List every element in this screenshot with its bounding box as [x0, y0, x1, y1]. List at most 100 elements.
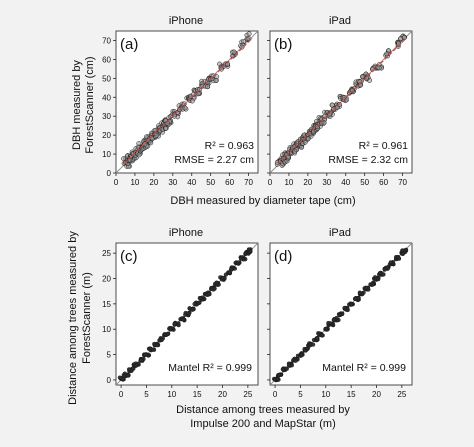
panel-d-data-point — [345, 307, 350, 313]
top-ylabel-line1: DBH measured by — [71, 60, 83, 150]
bottom-ylabel-line2: ForestScanner (m) — [81, 272, 93, 364]
panel-d-xtick-label: 5 — [298, 390, 303, 399]
panel-d-xtick-label: 25 — [397, 390, 406, 399]
panel-a-data-point — [231, 49, 237, 55]
panel-c-data-point — [176, 321, 181, 326]
panel-c-xtick-label: 15 — [193, 390, 202, 399]
panel-c-data-point — [180, 317, 186, 322]
panel-b-data-point — [364, 75, 370, 81]
panel-c-data-point — [125, 373, 131, 378]
panel-c-data-point — [207, 292, 212, 297]
panel-c-data-point — [159, 337, 164, 343]
panel-c-data-point — [154, 342, 160, 348]
top-ylabel-line2: ForestScanner (cm) — [84, 56, 96, 153]
panel-c-xtick-label: 25 — [243, 390, 252, 399]
panel-a-data-point — [182, 105, 188, 111]
panel-b-xtick-label: 40 — [341, 178, 350, 187]
panel-d-xtick-label: 20 — [372, 390, 381, 399]
panel-c-title: iPhone — [169, 227, 203, 239]
panel-b-xtick-label: 50 — [360, 178, 369, 187]
panel-c-xtick-label: 5 — [144, 390, 149, 399]
panel-a-label: (a) — [120, 36, 138, 53]
panel-b-label: (b) — [274, 36, 292, 53]
panel-b-data-point — [329, 102, 335, 108]
panel-a-ytick-label: 10 — [102, 150, 111, 159]
panel-d-xtick-label: 0 — [273, 390, 278, 399]
panel-a-data-point — [205, 84, 210, 90]
panel-d-data-point — [331, 317, 337, 323]
panel-a-data-point — [241, 39, 247, 45]
panel-d-data-point — [323, 326, 328, 332]
panel-a-xtick-label: 10 — [130, 178, 139, 187]
panel-d-label: (d) — [274, 248, 292, 265]
panel-a-ytick-label: 50 — [102, 74, 111, 83]
panel-a-xtick-label: 50 — [206, 178, 215, 187]
panel-d-data-point — [303, 348, 308, 353]
panel-c-data-point — [212, 286, 217, 291]
panel-b-data-point — [401, 35, 407, 40]
panel-a-ytick-label: 60 — [102, 55, 111, 64]
panel-a-title: iPhone — [169, 15, 203, 27]
panel-c-label: (c) — [120, 248, 138, 265]
panel-b-title: iPad — [329, 15, 351, 27]
panel-a-data-point — [246, 31, 252, 37]
panel-c-xtick-label: 10 — [167, 390, 176, 399]
panel-d-xtick-label: 10 — [321, 390, 330, 399]
panel-d-data-point — [316, 331, 321, 336]
panel-c-data-point — [186, 311, 191, 316]
panel-b-xtick-label: 60 — [379, 178, 388, 187]
bottom-xlabel-line1: Distance among trees measured by — [176, 404, 350, 416]
panel-a-r2-text: R² = 0.963 — [205, 140, 254, 152]
panel-b-xtick-label: 10 — [284, 178, 293, 187]
panel-c-ytick-label: 5 — [107, 351, 112, 360]
panel-a-xtick-label: 40 — [187, 178, 196, 187]
panel-c-plot: 0 5 10 15 20 25 0 5 10 15 20 25 (c) Mantel R² = 0.999 — [102, 242, 259, 399]
panel-c-data-point — [150, 347, 156, 352]
panel-c-data-point — [214, 280, 219, 285]
bottom-xlabel-line2: Impulse 200 and MapStar (m) — [190, 418, 336, 430]
panel-a-ytick-label: 0 — [107, 169, 112, 178]
panel-b-data-point — [376, 65, 382, 71]
panel-c-data-point — [172, 321, 177, 327]
panel-a-ytick-label: 70 — [102, 36, 111, 45]
panel-d-data-point — [284, 366, 289, 371]
panel-a-data-point — [148, 140, 154, 146]
panel-b-xtick-label: 20 — [303, 178, 312, 187]
panel-d-data-point — [363, 285, 369, 290]
panel-b-xtick-label: 70 — [398, 178, 407, 187]
panel-d-xtick-label: 15 — [347, 390, 356, 399]
panel-c-data-point — [221, 275, 226, 281]
panel-c-ytick-label: 0 — [107, 376, 112, 385]
panel-c-data-point — [143, 352, 148, 357]
panel-d-data-point — [370, 282, 375, 287]
panel-c-data-point — [243, 251, 248, 256]
panel-d-data-point — [357, 290, 362, 295]
top-xlabel: DBH measured by diameter tape (cm) — [170, 195, 355, 207]
panel-a-data-point — [189, 98, 195, 104]
panel-c-data-point — [134, 363, 139, 368]
panel-d-plot: 0 5 10 15 20 25 (d) Mantel R² = 0.999 — [267, 242, 413, 399]
panel-c-ytick-label: 15 — [102, 300, 111, 309]
panel-c-data-point — [197, 295, 202, 301]
panel-d-title: iPad — [329, 227, 351, 239]
panel-c-data-point — [139, 358, 144, 363]
panel-b-r2-text: R² = 0.961 — [359, 140, 408, 152]
panel-d-data-point — [293, 358, 298, 363]
panel-c-data-point — [238, 256, 244, 261]
panel-c-data-point — [167, 325, 173, 331]
panel-a-data-point — [121, 156, 126, 162]
panel-b-data-point — [292, 148, 298, 154]
panel-d-data-point — [342, 305, 347, 311]
panel-c-mantel-text: Mantel R² = 0.999 — [168, 362, 252, 374]
panel-d-data-point — [337, 313, 342, 318]
panel-b-data-point — [314, 124, 320, 130]
panel-d-data-point — [396, 256, 401, 261]
panel-a-ytick-label: 20 — [102, 131, 111, 140]
panel-d-data-point — [353, 296, 358, 302]
panel-d-mantel-text: Mantel R² = 0.999 — [322, 362, 406, 374]
panel-d-data-point — [319, 333, 325, 338]
panel-c-ytick-label: 20 — [102, 275, 111, 284]
panel-c-data-point — [126, 367, 132, 372]
panel-c-xtick-label: 0 — [119, 390, 124, 399]
